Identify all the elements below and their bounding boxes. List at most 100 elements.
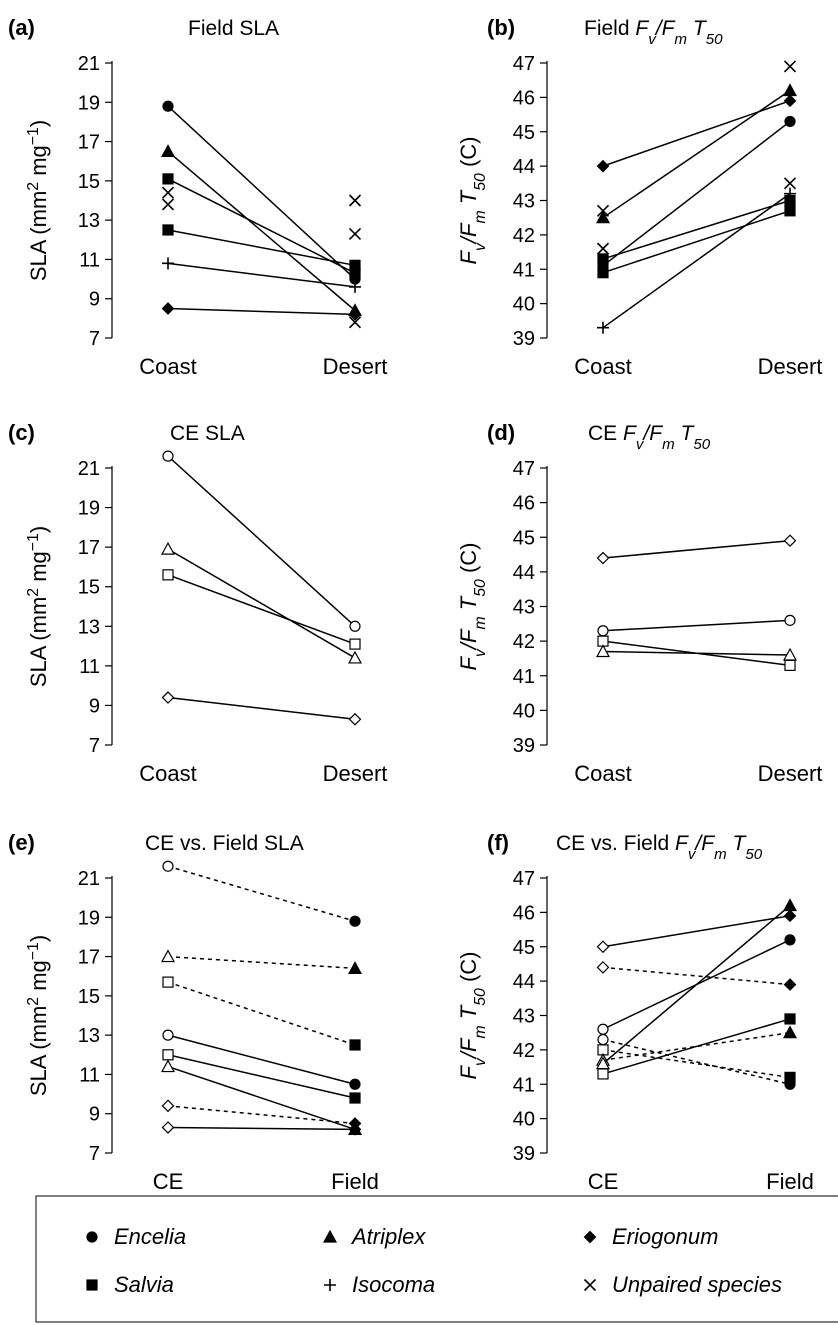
panel-title: Field SLA	[188, 17, 279, 40]
panel-title: CE vs. Field SLA	[145, 832, 304, 855]
series-line	[602, 1049, 791, 1079]
data-point	[784, 614, 796, 626]
series-encelia	[597, 115, 796, 272]
series-line	[602, 539, 791, 559]
panel-title: CE SLA	[170, 422, 245, 445]
x-category-label: Coast	[574, 761, 631, 786]
series-line	[602, 100, 791, 167]
triangle-icon	[322, 1229, 338, 1243]
panel-letter: (f)	[487, 830, 509, 855]
data-point	[595, 210, 611, 224]
series-unpaired-species	[596, 60, 797, 217]
data-point	[596, 940, 610, 954]
plus-icon	[324, 1279, 336, 1291]
data-point	[162, 450, 174, 462]
series-line	[167, 696, 356, 721]
data-point	[160, 949, 176, 963]
legend-label: Unpaired species	[612, 1272, 782, 1297]
data-point	[596, 961, 610, 974]
panel-letter: (a)	[8, 15, 35, 40]
legend-label: Salvia	[114, 1272, 174, 1297]
series-encelia	[162, 100, 361, 285]
y-tick-label: 17	[78, 947, 100, 969]
data-point	[348, 712, 362, 726]
panel-title: Field Fv/Fm T50	[584, 17, 723, 48]
y-axis-label: Fv/Fm T50 (C)	[456, 137, 489, 265]
chart-panel-4: (d) CE Fv/Fm T50 39 40 41 42 43 44 45 46 47 Fv/Fm T…	[456, 420, 822, 786]
x-category-label: Field	[766, 1169, 814, 1194]
square-icon	[86, 1279, 98, 1291]
legend-label: Eriogonum	[612, 1224, 718, 1249]
data-point	[784, 1071, 796, 1083]
y-tick-label: 15	[78, 986, 100, 1008]
y-axis-label: SLA (mm2 mg−1)	[25, 935, 52, 1096]
legend-item: Salvia	[86, 1272, 174, 1297]
data-point	[162, 1049, 174, 1061]
y-tick-label: 13	[78, 1025, 100, 1047]
circle-icon	[86, 1231, 98, 1243]
series-eriogonum	[161, 302, 362, 321]
y-tick-label: 42	[513, 631, 535, 653]
data-point	[783, 534, 797, 548]
y-axis-label: Fv/Fm T50 (C)	[456, 952, 489, 1080]
data-point	[347, 650, 363, 664]
series-salvia	[162, 224, 361, 271]
series-line	[167, 1034, 356, 1085]
y-tick-label: 44	[513, 971, 535, 993]
series-line	[602, 89, 791, 219]
data-point	[783, 978, 797, 991]
data-point	[597, 1068, 609, 1080]
series-isocoma	[597, 187, 796, 334]
data-point	[782, 898, 798, 912]
data-point	[783, 177, 797, 190]
series-atriplex	[595, 898, 798, 1070]
panel-title: CE Fv/Fm T50	[588, 422, 711, 453]
series-atriplex	[595, 644, 798, 661]
chart-panel-1: (a) Field SLA 7 9 11 13 15 17 19 21 SLA (mm2 mg−1)…	[8, 15, 387, 379]
series-salvia	[162, 1049, 361, 1104]
y-tick-label: 7	[89, 735, 100, 757]
chart-panel-2: (b) Field Fv/Fm T50 39 40 41 42 43 44 45 46 47 Fv/F…	[456, 15, 822, 379]
y-tick-label: 43	[513, 191, 535, 213]
series-encelia	[162, 860, 361, 927]
legend: Encelia Atriplex Eriogonum Salvia Isocoma Unp…	[35, 1195, 838, 1323]
x-category-label: CE	[588, 1169, 619, 1194]
legend-box	[35, 1195, 838, 1323]
series-line	[602, 120, 791, 267]
series-eriogonum	[161, 1099, 362, 1130]
y-tick-label: 17	[78, 537, 100, 559]
panel-letter: (d)	[487, 420, 515, 445]
series-line	[602, 904, 791, 1065]
data-point	[162, 860, 174, 872]
legend-label: Isocoma	[352, 1272, 435, 1297]
y-tick-label: 40	[513, 1109, 535, 1131]
series-eriogonum	[161, 1121, 362, 1136]
series-line	[167, 981, 356, 1046]
y-tick-label: 41	[513, 259, 535, 281]
data-point	[162, 976, 174, 988]
data-point	[161, 186, 175, 199]
panel-letter: (e)	[8, 830, 35, 855]
data-point	[348, 316, 362, 329]
y-axis-label: Fv/Fm T50 (C)	[456, 543, 489, 671]
data-point	[161, 1121, 175, 1134]
y-tick-label: 9	[89, 1104, 100, 1126]
data-point	[162, 569, 174, 581]
series-unpaired-species	[161, 186, 362, 207]
series-line	[167, 865, 356, 922]
series-line	[167, 548, 356, 659]
data-point	[596, 204, 610, 217]
y-tick-label: 13	[78, 616, 100, 638]
chart-panel-5: (e) CE vs. Field SLA 7 9 11 13 15 17 19 21 SLA (mm…	[8, 830, 379, 1194]
series-salvia	[597, 1044, 796, 1083]
y-tick-label: 9	[89, 289, 100, 311]
data-point	[349, 620, 361, 632]
y-tick-label: 11	[79, 656, 100, 678]
data-point	[349, 915, 361, 927]
series-line	[602, 193, 791, 329]
series-atriplex	[160, 144, 363, 317]
data-point	[597, 1023, 609, 1035]
y-tick-label: 44	[513, 156, 535, 178]
data-point	[784, 1013, 796, 1025]
x-icon	[583, 1278, 597, 1292]
